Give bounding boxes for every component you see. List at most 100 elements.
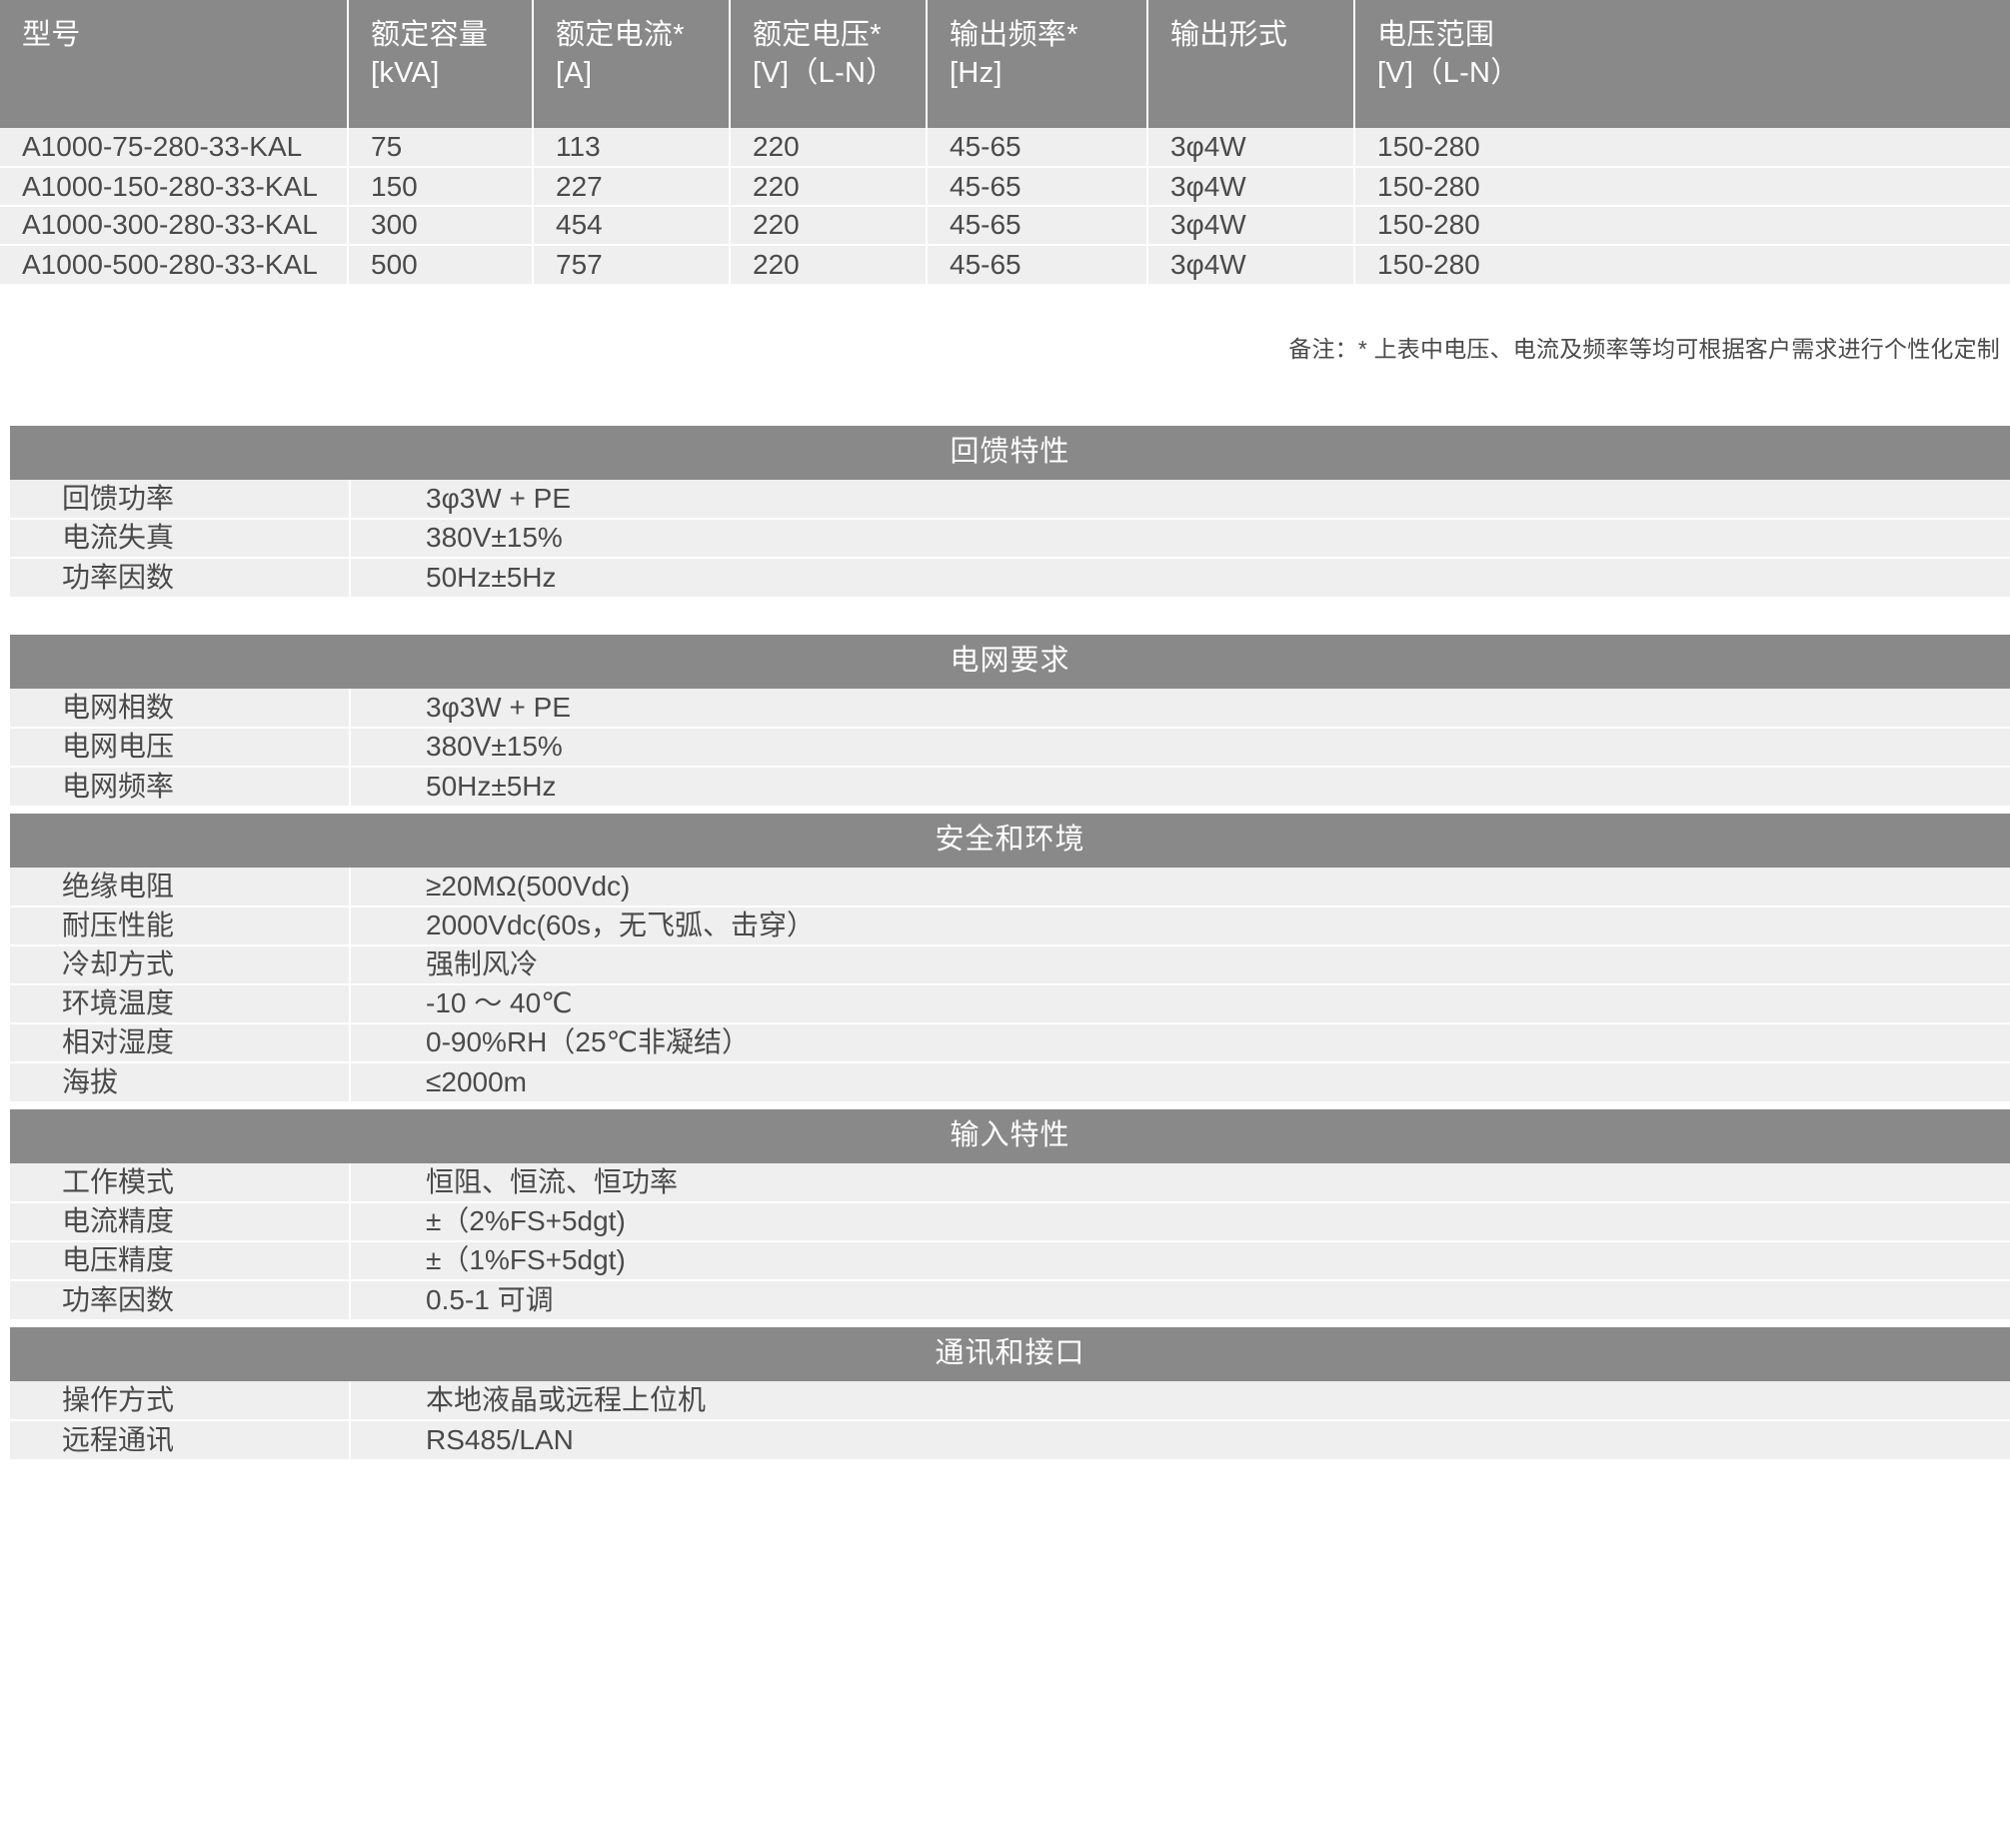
cell-value: 220 bbox=[730, 167, 928, 207]
section-title: 通讯和接口 bbox=[10, 1326, 2010, 1381]
cell-value: 45-65 bbox=[927, 167, 1148, 207]
table-row: A1000-300-280-33-KAL 300 454 220 45-65 3φ4W 15… bbox=[0, 205, 2010, 246]
spec-label: 冷却方式 bbox=[10, 944, 351, 985]
spec-section: 安全和环境 绝缘电阻 ≥20MΩ(500Vdc) 耐压性能 2000Vdc(60s，无飞… bbox=[0, 813, 2010, 1101]
model-table-header-row: 型号 额定容量 [kVA] 额定电流* [A] 额定电压* [V]（L-N） 输出频率… bbox=[0, 0, 2010, 129]
spec-label: 电流失真 bbox=[10, 518, 351, 559]
spec-section: 回馈特性 回馈功率 3φ3W + PE 电流失真 380V±15% 功率因数 50Hz±5… bbox=[0, 425, 2010, 597]
spec-row: 电网相数 3φ3W + PE bbox=[10, 688, 2010, 729]
cell-value: 220 bbox=[730, 128, 928, 169]
section-title: 输入特性 bbox=[10, 1108, 2010, 1163]
column-header-rated-current: 额定电流* [A] bbox=[533, 0, 731, 129]
cell-value: 150-280 bbox=[1354, 128, 2010, 169]
spec-row: 远程通讯 RS485/LAN bbox=[10, 1419, 2010, 1459]
cell-value: 3φ4W bbox=[1147, 167, 1355, 207]
spec-value: ≥20MΩ(500Vdc) bbox=[350, 867, 2010, 908]
cell-value: 220 bbox=[730, 244, 928, 284]
spec-label: 电流精度 bbox=[10, 1201, 351, 1242]
cell-value: 150-280 bbox=[1354, 244, 2010, 284]
spec-label: 回馈功率 bbox=[10, 479, 351, 520]
spec-row: 电压精度 ±（1%FS+5dgt) bbox=[10, 1240, 2010, 1281]
cell-value: 45-65 bbox=[927, 128, 1148, 169]
section-gap bbox=[0, 1319, 2010, 1327]
header-line-0: 输出形式 bbox=[1170, 19, 1288, 51]
spec-value: 3φ3W + PE bbox=[350, 479, 2010, 520]
header-line-1: [V]（L-N） bbox=[753, 56, 896, 89]
spec-row: 电流精度 ±（2%FS+5dgt) bbox=[10, 1201, 2010, 1242]
spec-row: 电网频率 50Hz±5Hz bbox=[10, 766, 2010, 806]
spec-value: 380V±15% bbox=[350, 518, 2010, 559]
section-table: 电网相数 3φ3W + PE 电网电压 380V±15% 电网频率 50Hz±5Hz bbox=[10, 688, 2010, 806]
header-line-1: [A] bbox=[556, 56, 593, 89]
spec-label: 环境温度 bbox=[10, 983, 351, 1024]
spec-row: 功率因数 0.5-1 可调 bbox=[10, 1279, 2010, 1319]
spec-row: 功率因数 50Hz±5Hz bbox=[10, 557, 2010, 597]
header-line-0: 额定电压* bbox=[753, 19, 882, 51]
section-gap bbox=[0, 806, 2010, 814]
table-footnote: 备注：* 上表中电压、电流及频率等均可根据客户需求进行个性化定制 bbox=[1288, 335, 2000, 362]
cell-value: 454 bbox=[533, 205, 731, 246]
spec-row: 电网电压 380V±15% bbox=[10, 727, 2010, 768]
section-title: 安全和环境 bbox=[10, 813, 2010, 868]
spec-row: 绝缘电阻 ≥20MΩ(500Vdc) bbox=[10, 867, 2010, 908]
spec-label: 功率因数 bbox=[10, 557, 351, 597]
spec-label: 电网频率 bbox=[10, 766, 351, 806]
cell-value: 75 bbox=[348, 128, 534, 169]
spec-value: 3φ3W + PE bbox=[350, 688, 2010, 729]
spec-label: 电网相数 bbox=[10, 688, 351, 729]
spec-sections: 回馈特性 回馈功率 3φ3W + PE 电流失真 380V±15% 功率因数 50Hz±5… bbox=[0, 425, 2010, 1459]
column-header-model: 型号 bbox=[0, 0, 349, 129]
section-table: 操作方式 本地液晶或远程上位机 远程通讯 RS485/LAN bbox=[10, 1380, 2010, 1459]
cell-value: 757 bbox=[533, 244, 731, 284]
cell-value: 150-280 bbox=[1354, 205, 2010, 246]
header-line-1: [Hz] bbox=[950, 56, 1003, 89]
section-table: 工作模式 恒阻、恒流、恒功率 电流精度 ±（2%FS+5dgt) 电压精度 ±（1%FS+… bbox=[10, 1162, 2010, 1319]
section-gap bbox=[0, 597, 2010, 635]
spec-label: 操作方式 bbox=[10, 1380, 351, 1421]
header-line-0: 型号 bbox=[22, 19, 81, 51]
spec-row: 操作方式 本地液晶或远程上位机 bbox=[10, 1380, 2010, 1421]
cell-value: 220 bbox=[730, 205, 928, 246]
header-line-1: [kVA] bbox=[371, 56, 440, 89]
spec-value: 恒阻、恒流、恒功率 bbox=[350, 1162, 2010, 1203]
header-line-0: 额定电流* bbox=[556, 19, 685, 51]
spec-value: 强制风冷 bbox=[350, 944, 2010, 985]
spec-section: 电网要求 电网相数 3φ3W + PE 电网电压 380V±15% 电网频率 50Hz±5… bbox=[0, 634, 2010, 806]
cell-value: 45-65 bbox=[927, 205, 1148, 246]
spec-value: 50Hz±5Hz bbox=[350, 766, 2010, 806]
cell-value: 150 bbox=[348, 167, 534, 207]
model-table-header: 型号 额定容量 [kVA] 额定电流* [A] 额定电压* [V]（L-N） 输出频率… bbox=[0, 0, 2010, 129]
model-spec-table: 型号 额定容量 [kVA] 额定电流* [A] 额定电压* [V]（L-N） 输出频率… bbox=[0, 0, 2010, 284]
table-row: A1000-150-280-33-KAL 150 227 220 45-65 3φ4W 15… bbox=[0, 167, 2010, 207]
cell-value: 3φ4W bbox=[1147, 205, 1355, 246]
spec-value: 0.5-1 可调 bbox=[350, 1279, 2010, 1319]
cell-value: 500 bbox=[348, 244, 534, 284]
cell-model: A1000-150-280-33-KAL bbox=[0, 167, 349, 207]
cell-value: 3φ4W bbox=[1147, 244, 1355, 284]
spec-value: 380V±15% bbox=[350, 727, 2010, 768]
section-title: 回馈特性 bbox=[10, 425, 2010, 480]
cell-value: 150-280 bbox=[1354, 167, 2010, 207]
section-title: 电网要求 bbox=[10, 634, 2010, 689]
spec-section: 输入特性 工作模式 恒阻、恒流、恒功率 电流精度 ±（2%FS+5dgt) 电压精度 ±（1… bbox=[0, 1108, 2010, 1319]
cell-value: 227 bbox=[533, 167, 731, 207]
spec-value: 50Hz±5Hz bbox=[350, 557, 2010, 597]
model-table-body: A1000-75-280-33-KAL 75 113 220 45-65 3φ4W 150-… bbox=[0, 128, 2010, 284]
spec-label: 功率因数 bbox=[10, 1279, 351, 1319]
table-row: A1000-500-280-33-KAL 500 757 220 45-65 3φ4W 15… bbox=[0, 244, 2010, 284]
spec-label: 耐压性能 bbox=[10, 906, 351, 946]
header-line-0: 额定容量 bbox=[371, 19, 489, 51]
cell-value: 113 bbox=[533, 128, 731, 169]
table-row: A1000-75-280-33-KAL 75 113 220 45-65 3φ4W 150-… bbox=[0, 128, 2010, 169]
spec-value: 2000Vdc(60s，无飞弧、击穿） bbox=[350, 906, 2010, 946]
section-gap bbox=[0, 1101, 2010, 1109]
spec-value: ≤2000m bbox=[350, 1061, 2010, 1101]
spec-label: 相对湿度 bbox=[10, 1022, 351, 1063]
spec-value: ±（2%FS+5dgt) bbox=[350, 1201, 2010, 1242]
spec-row: 工作模式 恒阻、恒流、恒功率 bbox=[10, 1162, 2010, 1203]
cell-value: 300 bbox=[348, 205, 534, 246]
spec-label: 海拔 bbox=[10, 1061, 351, 1101]
spec-label: 工作模式 bbox=[10, 1162, 351, 1203]
column-header-rated-voltage: 额定电压* [V]（L-N） bbox=[730, 0, 928, 129]
spec-value: 0-90%RH（25℃非凝结） bbox=[350, 1022, 2010, 1063]
